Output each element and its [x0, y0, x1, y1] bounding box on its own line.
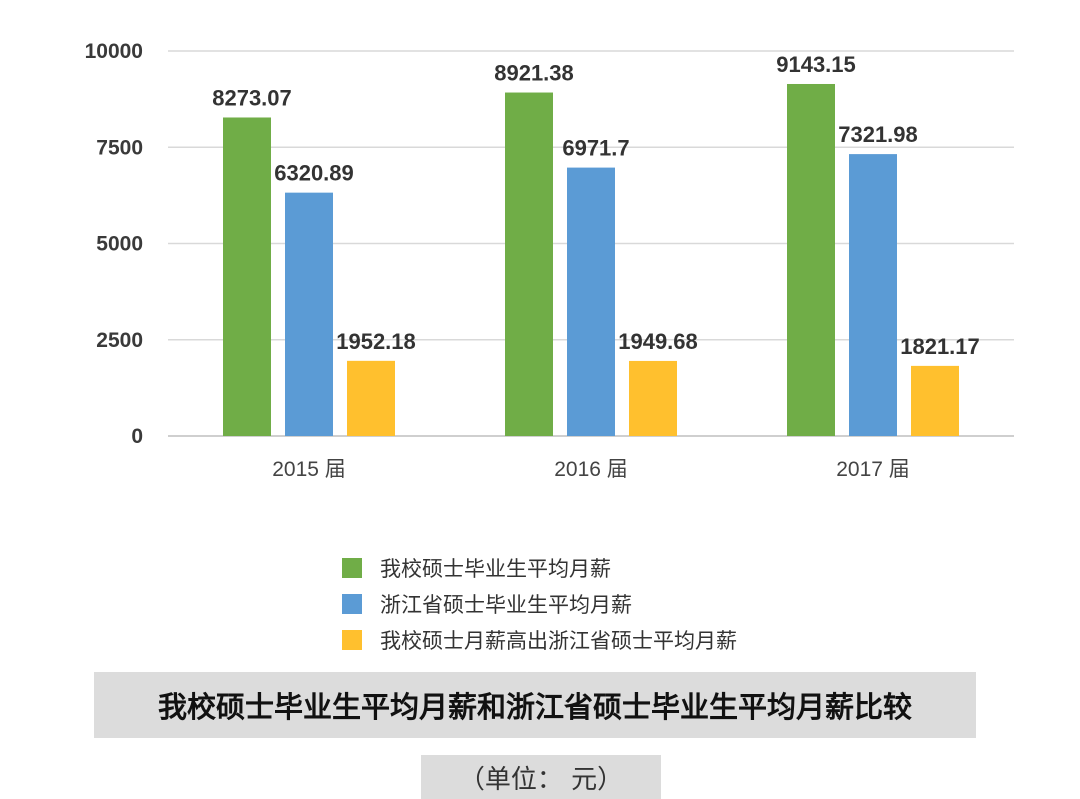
y-tick-label: 10000	[85, 40, 143, 63]
bar	[787, 83, 835, 437]
legend-item-series-2: 浙江省硕士毕业生平均月薪	[342, 586, 737, 622]
data-label: 6320.89	[274, 161, 354, 186]
x-tick-label: 2016 届	[554, 458, 628, 481]
data-label: 1952.18	[336, 329, 416, 354]
y-tick-label: 0	[131, 425, 143, 448]
data-label: 7321.98	[838, 122, 918, 147]
y-tick-label: 7500	[96, 136, 143, 159]
data-label: 1821.17	[900, 334, 980, 359]
x-tick-label: 2017 届	[836, 458, 910, 481]
legend-label: 浙江省硕士毕业生平均月薪	[380, 593, 632, 617]
legend-label: 我校硕士月薪高出浙江省硕士平均月薪	[380, 629, 737, 653]
x-tick-label: 2015 届	[272, 458, 346, 481]
bar-chart: 0 2500 5000 7500 10000 8273.07 6320.89 1952.18 2…	[85, 40, 1014, 481]
bar	[505, 92, 553, 437]
bar	[347, 360, 395, 436]
legend-item-series-1: 我校硕士毕业生平均月薪	[342, 550, 737, 586]
data-label: 1949.68	[618, 329, 698, 354]
bar	[285, 192, 333, 436]
y-tick-label: 5000	[96, 233, 143, 256]
bar	[849, 154, 897, 437]
bar	[567, 167, 615, 437]
bar	[223, 117, 271, 436]
data-label: 6971.7	[562, 136, 629, 161]
data-label: 8273.07	[212, 85, 292, 110]
unit-note: （单位： 元）	[421, 755, 661, 799]
bar	[629, 360, 677, 436]
legend-swatch-yellow	[342, 630, 362, 650]
data-label: 8921.38	[494, 61, 574, 86]
bar	[911, 365, 959, 436]
legend-item-series-3: 我校硕士月薪高出浙江省硕士平均月薪	[342, 622, 737, 658]
chart-title: 我校硕士毕业生平均月薪和浙江省硕士毕业生平均月薪比较	[94, 672, 976, 738]
data-label: 9143.15	[776, 52, 856, 77]
chart-legend: 我校硕士毕业生平均月薪 浙江省硕士毕业生平均月薪 我校硕士月薪高出浙江省硕士平均…	[342, 550, 737, 658]
legend-swatch-blue	[342, 594, 362, 614]
y-tick-label: 2500	[96, 329, 143, 352]
legend-label: 我校硕士毕业生平均月薪	[380, 557, 611, 581]
legend-swatch-green	[342, 558, 362, 578]
